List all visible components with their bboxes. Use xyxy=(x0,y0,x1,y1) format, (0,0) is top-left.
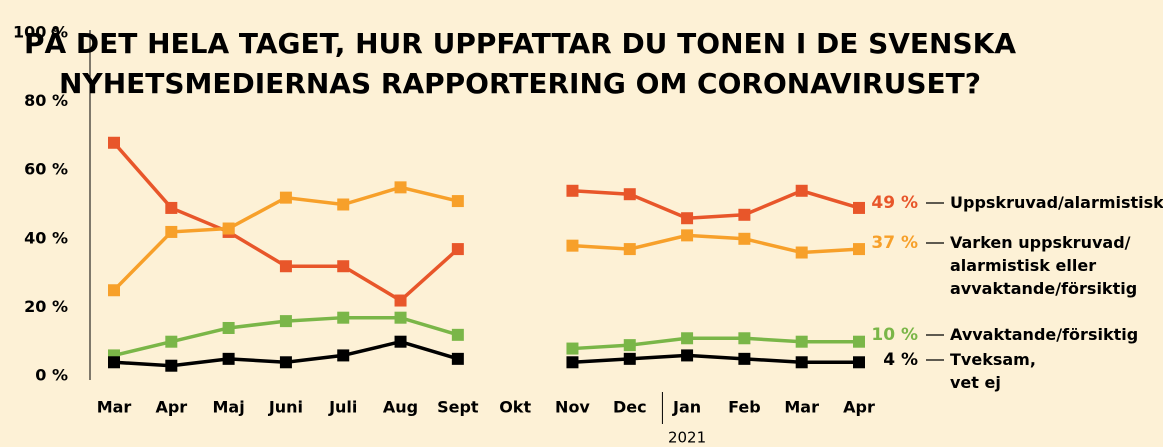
y-tick-label: 60 % xyxy=(24,160,68,179)
data-point xyxy=(738,352,751,365)
y-tick-label: 20 % xyxy=(24,297,68,316)
data-point xyxy=(337,349,350,362)
data-point xyxy=(222,352,235,365)
data-point xyxy=(623,243,636,256)
data-point xyxy=(738,208,751,221)
end-label: 37 % xyxy=(871,233,918,253)
data-point xyxy=(738,232,751,245)
data-point xyxy=(451,328,464,341)
year-label: 2021 xyxy=(668,429,706,447)
data-point xyxy=(681,349,694,362)
end-label: 49 % xyxy=(871,193,918,213)
data-point xyxy=(681,212,694,225)
data-point xyxy=(853,243,865,256)
data-point xyxy=(108,284,120,297)
x-tick-label: Jan xyxy=(672,398,701,417)
data-point xyxy=(279,260,292,273)
x-tick-label: Apr xyxy=(155,398,187,417)
x-tick-label: Mar xyxy=(97,398,132,417)
data-point xyxy=(451,352,464,365)
x-tick-label: Okt xyxy=(499,398,531,417)
data-point xyxy=(451,243,464,256)
data-point xyxy=(279,315,292,328)
y-tick-label: 100 % xyxy=(13,23,68,42)
data-point xyxy=(222,321,235,334)
data-point xyxy=(566,356,579,369)
data-point xyxy=(566,239,579,252)
data-point xyxy=(795,246,808,259)
x-tick-label: Aug xyxy=(383,398,418,417)
data-point xyxy=(853,356,865,369)
data-point xyxy=(394,181,407,194)
data-point xyxy=(795,335,808,348)
series-line xyxy=(112,141,860,303)
data-point xyxy=(853,335,865,348)
data-point xyxy=(337,311,350,324)
data-point xyxy=(279,191,292,204)
x-tick-label: Juli xyxy=(328,398,357,417)
legend-label: Tveksam, vet ej xyxy=(950,350,1036,392)
data-point xyxy=(623,188,636,201)
x-tick-label: Juni xyxy=(268,398,303,417)
data-point xyxy=(394,335,407,348)
legend-label: Varken uppskruvad/alarmistisk eller avvak… xyxy=(950,233,1137,298)
end-label: 4 % xyxy=(883,350,918,370)
data-point xyxy=(681,332,694,345)
y-tick-label: 40 % xyxy=(24,228,68,247)
data-point xyxy=(108,136,120,149)
x-tick-label: Dec xyxy=(613,398,647,417)
end-label: 10 % xyxy=(871,325,918,345)
data-point xyxy=(681,229,694,242)
x-tick-label: Apr xyxy=(843,398,875,417)
data-point xyxy=(623,339,636,352)
data-point xyxy=(451,195,464,208)
x-tick-label: Mar xyxy=(784,398,819,417)
data-point xyxy=(337,260,350,273)
data-point xyxy=(165,359,178,372)
data-point xyxy=(623,352,636,365)
x-tick-label: Feb xyxy=(728,398,761,417)
data-point xyxy=(394,294,407,307)
data-point xyxy=(394,311,407,324)
x-tick-label: Maj xyxy=(213,398,245,417)
data-point xyxy=(795,184,808,197)
chart-title: PÅ DET HELA TAGET, HUR UPPFATTAR DU TONE… xyxy=(24,26,1016,100)
y-tick-label: 80 % xyxy=(24,91,68,110)
legend-label: Uppskruvad/alarmistisk xyxy=(950,193,1163,212)
data-point xyxy=(738,332,751,345)
y-tick-label: 0 % xyxy=(35,366,68,385)
data-point xyxy=(222,222,235,235)
data-point xyxy=(279,356,292,369)
data-point xyxy=(165,335,178,348)
x-tick-label: Sept xyxy=(437,398,479,417)
legend-label: Avvaktande/försiktig xyxy=(950,325,1138,344)
data-point xyxy=(566,184,579,197)
data-point xyxy=(566,342,579,355)
x-tick-label: Nov xyxy=(555,398,590,417)
data-point xyxy=(108,356,120,369)
data-point xyxy=(165,201,178,214)
data-point xyxy=(165,225,178,238)
data-point xyxy=(853,201,865,214)
data-point xyxy=(795,356,808,369)
data-point xyxy=(337,198,350,211)
